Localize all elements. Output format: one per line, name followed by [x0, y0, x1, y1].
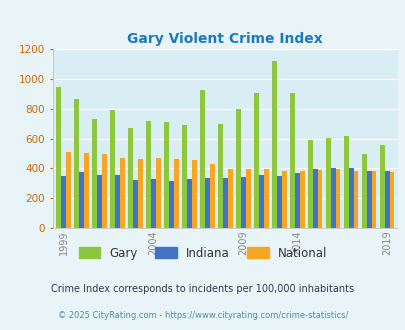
- Bar: [299, 171, 304, 228]
- Bar: [388, 172, 393, 228]
- Bar: [312, 169, 317, 228]
- Legend: Gary, Indiana, National: Gary, Indiana, National: [74, 242, 331, 264]
- Bar: [186, 179, 191, 228]
- Bar: [164, 122, 168, 228]
- Bar: [366, 171, 371, 228]
- Bar: [74, 98, 79, 228]
- Bar: [156, 158, 160, 228]
- Bar: [343, 136, 348, 228]
- Bar: [271, 61, 276, 228]
- Bar: [384, 171, 388, 228]
- Bar: [371, 171, 375, 228]
- Bar: [263, 169, 268, 228]
- Text: © 2025 CityRating.com - https://www.cityrating.com/crime-statistics/: © 2025 CityRating.com - https://www.city…: [58, 312, 347, 320]
- Bar: [217, 124, 222, 228]
- Bar: [294, 174, 299, 228]
- Bar: [353, 171, 358, 228]
- Bar: [119, 158, 124, 228]
- Bar: [133, 180, 138, 228]
- Bar: [379, 145, 384, 228]
- Bar: [335, 169, 340, 228]
- Bar: [92, 119, 97, 228]
- Bar: [209, 164, 214, 228]
- Bar: [245, 169, 250, 228]
- Bar: [222, 178, 227, 228]
- Text: Crime Index corresponds to incidents per 100,000 inhabitants: Crime Index corresponds to incidents per…: [51, 284, 354, 294]
- Bar: [254, 93, 258, 228]
- Bar: [307, 140, 312, 228]
- Bar: [200, 89, 205, 228]
- Title: Gary Violent Crime Index: Gary Violent Crime Index: [127, 32, 322, 46]
- Bar: [281, 171, 286, 228]
- Bar: [138, 159, 143, 228]
- Bar: [258, 175, 263, 228]
- Bar: [128, 128, 133, 228]
- Bar: [110, 110, 115, 228]
- Bar: [66, 152, 70, 228]
- Bar: [325, 138, 330, 228]
- Bar: [317, 170, 322, 228]
- Bar: [151, 180, 156, 228]
- Bar: [361, 154, 366, 228]
- Bar: [168, 181, 173, 228]
- Bar: [330, 168, 335, 228]
- Bar: [227, 169, 232, 228]
- Bar: [348, 168, 353, 228]
- Bar: [79, 172, 84, 228]
- Bar: [205, 178, 209, 228]
- Bar: [240, 177, 245, 228]
- Bar: [289, 92, 294, 228]
- Bar: [182, 125, 186, 228]
- Bar: [61, 176, 66, 228]
- Bar: [191, 160, 196, 228]
- Bar: [56, 86, 61, 228]
- Bar: [276, 176, 281, 228]
- Bar: [84, 153, 89, 228]
- Bar: [102, 154, 107, 228]
- Bar: [146, 121, 151, 228]
- Bar: [235, 109, 240, 228]
- Bar: [97, 175, 102, 228]
- Bar: [115, 175, 119, 228]
- Bar: [173, 159, 178, 228]
